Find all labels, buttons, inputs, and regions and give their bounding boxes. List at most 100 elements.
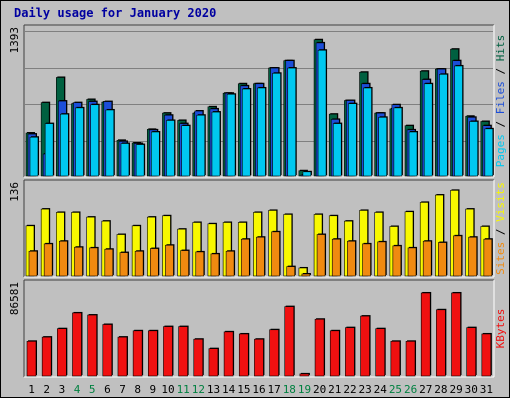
bar-kbytes-day-23: [360, 315, 371, 377]
bar-body: [104, 248, 114, 277]
bar-body: [254, 338, 264, 377]
bar-body: [407, 247, 417, 277]
x-tick-label-day-21: 21: [328, 383, 341, 396]
bar-kbytes-day-10: [163, 325, 174, 377]
chart-title: Daily usage for January 2020: [14, 6, 216, 20]
x-tick-label-day-11: 11: [177, 383, 190, 396]
x-tick-label-day-17: 17: [268, 383, 281, 396]
bar-body: [210, 253, 220, 277]
bar-sites-day-12: [195, 250, 205, 277]
bar-sites-day-8: [134, 250, 145, 277]
bar-files-day-20: [317, 49, 328, 177]
bar-kbytes-day-3: [57, 327, 68, 377]
bar-files-day-10: [166, 119, 176, 177]
bar-body: [166, 120, 175, 177]
bar-body: [331, 238, 341, 277]
bar-kbytes-day-27: [420, 291, 432, 377]
bar-body: [287, 67, 297, 177]
bar-files-day-30: [469, 120, 479, 177]
bar-kbytes-day-22: [345, 326, 356, 377]
bar-files-day-16: [257, 86, 267, 177]
bar-sites-day-15: [240, 238, 251, 277]
bar-body: [393, 107, 403, 177]
bar-kbytes-day-31: [481, 332, 492, 377]
legend-entry-kbytes: KBytes: [494, 309, 507, 349]
x-tick-label-day-9: 9: [150, 383, 157, 396]
bar-files-day-29: [454, 64, 464, 177]
bar-body: [392, 245, 402, 277]
bar-body: [226, 93, 236, 177]
bar-kbytes-day-15: [238, 332, 250, 377]
bar-body: [208, 348, 219, 377]
bar-sites-day-17: [271, 230, 281, 277]
bar-files-day-1: [29, 136, 39, 177]
bar-files-day-3: [60, 113, 70, 177]
bar-sites-day-5: [89, 246, 99, 277]
x-tick-label-day-5: 5: [89, 383, 96, 396]
x-tick-label-day-29: 29: [449, 383, 462, 396]
x-tick-label-day-28: 28: [434, 383, 447, 396]
x-tick-label-day-15: 15: [237, 383, 250, 396]
legend-entry-pages: Pages: [494, 134, 507, 167]
bar-body: [302, 171, 312, 177]
bar-sites-day-19: [301, 272, 311, 277]
bar-kbytes-day-17: [269, 328, 280, 377]
bar-files-day-13: [211, 111, 221, 177]
bar-files-day-28: [439, 73, 449, 177]
bar-body: [89, 247, 98, 277]
bar-body: [165, 244, 174, 277]
legend-entry-visits: Visits: [494, 182, 507, 222]
bar-body: [332, 123, 342, 177]
bar-sites-day-16: [256, 236, 266, 277]
bar-body: [132, 330, 143, 377]
bar-files-day-17: [272, 72, 282, 177]
bar-body: [119, 252, 129, 277]
bar-body: [44, 123, 54, 177]
bar-files-day-15: [241, 88, 252, 177]
bar-body: [135, 144, 145, 177]
bar-body: [269, 329, 279, 377]
bar-body: [26, 341, 37, 377]
bar-kbytes-day-14: [223, 330, 235, 377]
bar-files-day-18: [287, 67, 297, 177]
x-tick-label-day-6: 6: [104, 383, 111, 396]
bar-body: [193, 338, 204, 377]
bar-kbytes-day-8: [132, 329, 144, 377]
bar-body: [74, 246, 83, 277]
x-tick-label-day-25: 25: [389, 383, 402, 396]
bar-body: [466, 327, 476, 377]
bar-files-day-5: [90, 103, 100, 177]
bar-body: [299, 373, 310, 377]
bar-kbytes-day-9: [147, 329, 159, 377]
bar-sites-day-21: [331, 238, 342, 277]
bar-body: [181, 125, 190, 177]
bar-sites-day-10: [165, 244, 175, 277]
bar-body: [317, 49, 327, 177]
bar-sites-day-4: [74, 246, 84, 277]
bar-sites-day-11: [180, 249, 190, 277]
bar-body: [284, 306, 295, 377]
bar-files-day-2: [44, 122, 55, 177]
bar-sites-day-26: [407, 246, 418, 277]
x-tick-label-day-27: 27: [419, 383, 432, 396]
bar-body: [481, 333, 492, 377]
bar-sites-day-30: [468, 236, 478, 277]
bar-body: [362, 243, 371, 277]
x-tick-label-day-26: 26: [404, 383, 417, 396]
bar-body: [453, 235, 462, 277]
bar-sites-day-25: [392, 244, 402, 277]
bar-body: [178, 326, 188, 377]
x-tick-label-day-7: 7: [119, 383, 126, 396]
bar-body: [286, 266, 296, 277]
x-tick-label-day-23: 23: [359, 383, 372, 396]
bar-body: [347, 240, 356, 277]
bar-files-day-9: [150, 130, 161, 177]
bar-files-day-12: [196, 114, 206, 177]
legend-entry-hits: Hits: [494, 35, 507, 62]
legend-entry-/: /: [494, 114, 507, 134]
bar-files-day-31: [484, 127, 494, 177]
legend-entry-sites: Sites: [494, 242, 507, 275]
bar-body: [436, 309, 446, 377]
bar-kbytes-day-6: [102, 323, 113, 377]
